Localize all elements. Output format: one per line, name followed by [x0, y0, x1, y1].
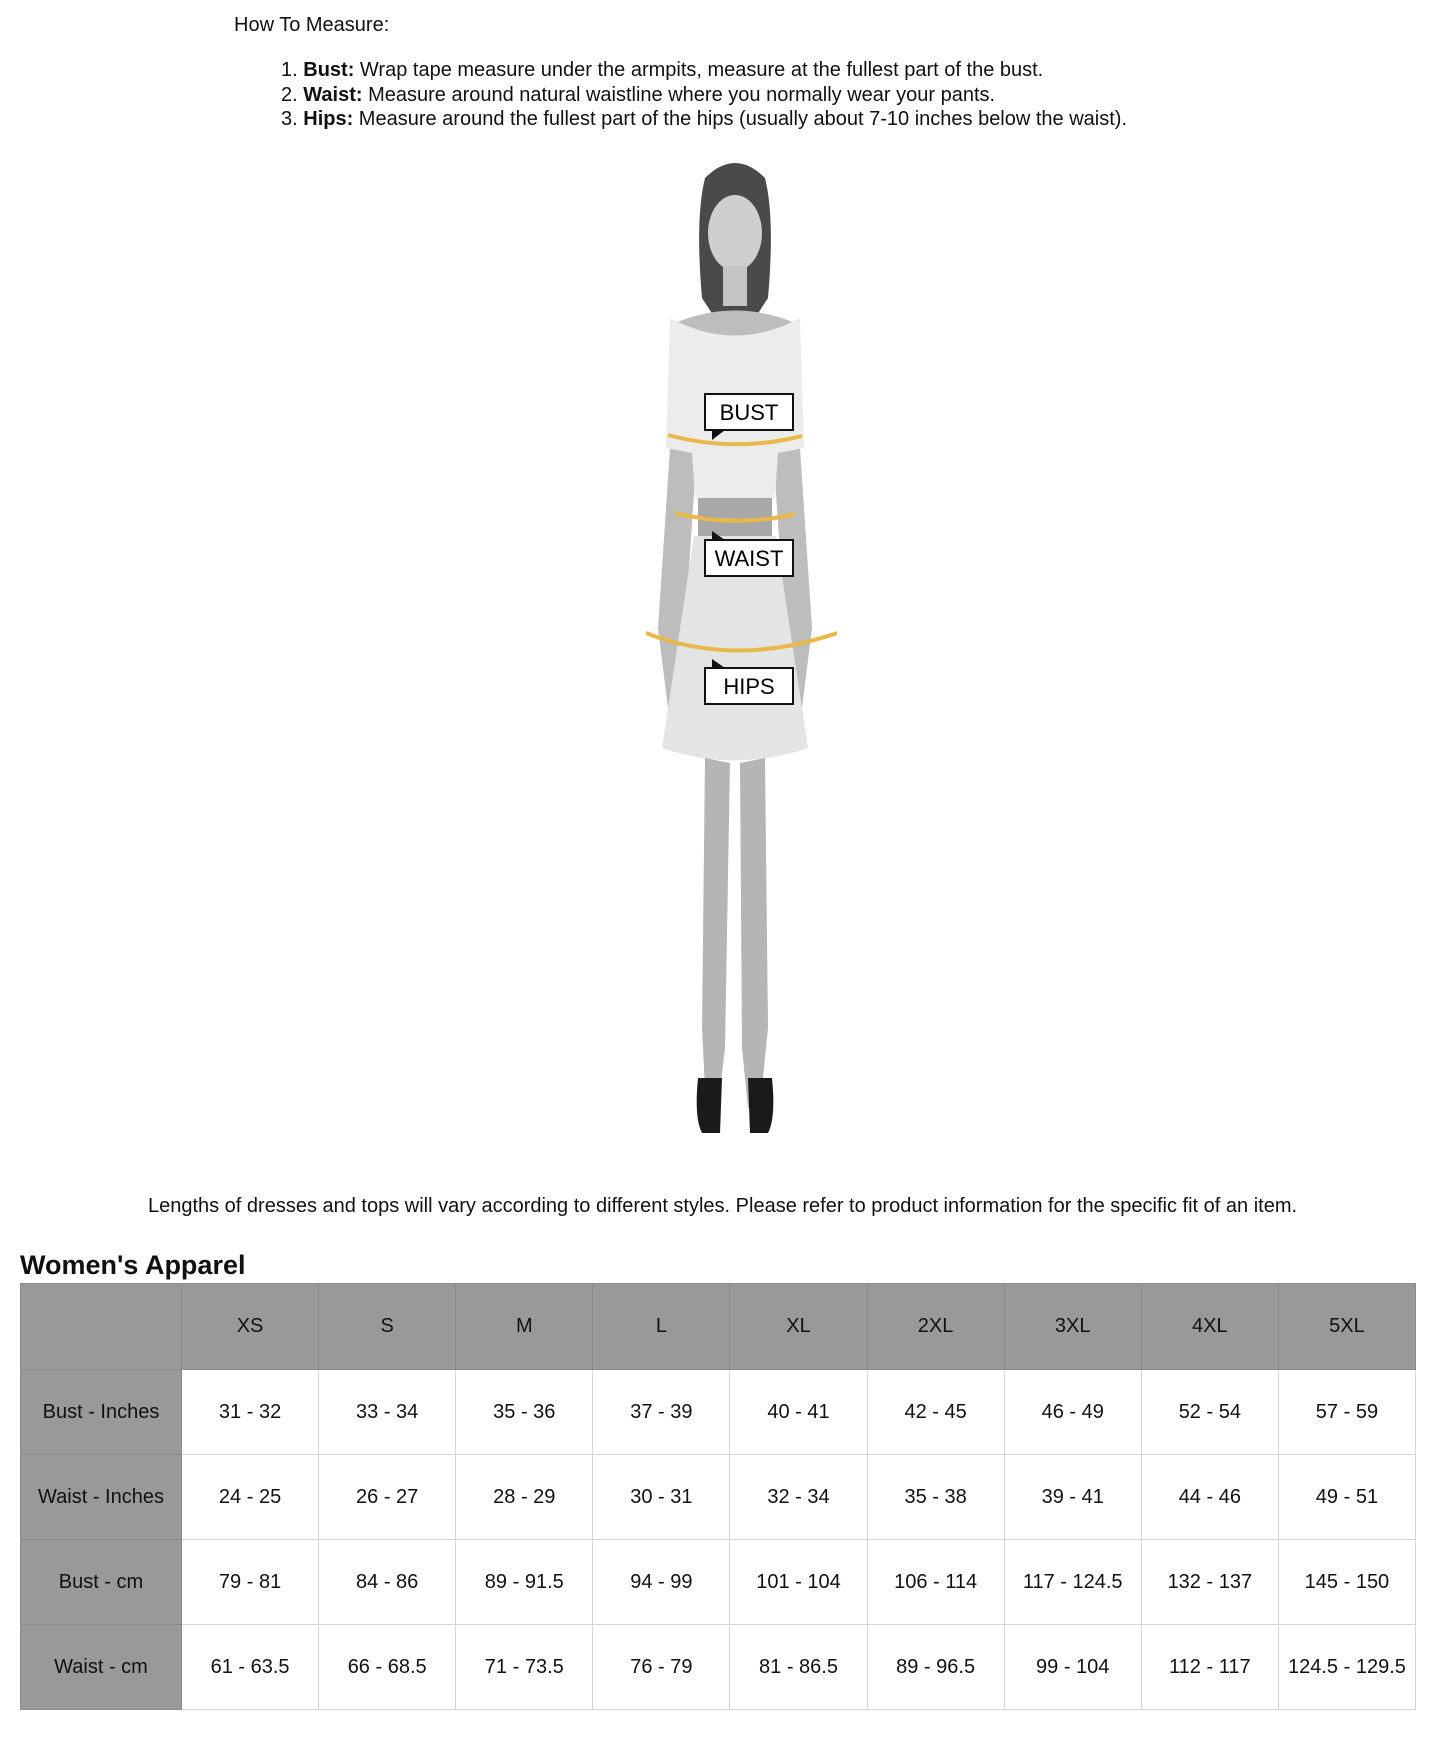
measurement-cell: 35 - 38 — [866, 1454, 1005, 1540]
measurement-cell: 71 - 73.5 — [455, 1624, 594, 1710]
how-to-measure-title: How To Measure: — [234, 14, 390, 36]
step-text: Wrap tape measure under the armpits, mea… — [354, 59, 1044, 81]
bust-tape-line — [667, 433, 803, 447]
waist-label-box: WAIST — [704, 531, 794, 577]
measurement-cell: 33 - 34 — [318, 1369, 457, 1455]
row-label: Bust - cm — [20, 1539, 182, 1625]
size-header-cell: 4XL — [1140, 1283, 1279, 1370]
bust-label: BUST — [720, 400, 779, 425]
measurement-cell: 39 - 41 — [1003, 1454, 1142, 1540]
model-silhouette — [658, 163, 812, 1133]
step-text: Measure around the fullest part of the h… — [353, 108, 1128, 130]
waist-label: WAIST — [715, 546, 784, 571]
measurement-cell: 76 - 79 — [592, 1624, 731, 1710]
step-number: 1. — [281, 59, 298, 81]
size-header-cell: M — [455, 1283, 594, 1370]
measurement-cell: 124.5 - 129.5 — [1277, 1624, 1417, 1710]
measurement-cell: 106 - 114 — [866, 1539, 1005, 1625]
measurement-cell: 81 - 86.5 — [729, 1624, 868, 1710]
row-label: Waist - Inches — [20, 1454, 182, 1540]
measurement-cell: 26 - 27 — [318, 1454, 457, 1540]
bust-label-box: BUST — [704, 393, 794, 440]
measurement-cell: 49 - 51 — [1277, 1454, 1417, 1540]
measurement-cell: 31 - 32 — [180, 1369, 320, 1455]
measurement-cell: 66 - 68.5 — [318, 1624, 457, 1710]
corner-header-cell — [20, 1283, 182, 1370]
hips-tape-line — [645, 631, 838, 653]
step-waist: 2. Waist: Measure around natural waistli… — [281, 83, 1127, 108]
size-header-cell: 5XL — [1277, 1283, 1417, 1370]
measurement-cell: 89 - 91.5 — [455, 1539, 594, 1625]
measurement-cell: 44 - 46 — [1140, 1454, 1279, 1540]
measurement-cell: 101 - 104 — [729, 1539, 868, 1625]
size-chart-table: XS S M L XL 2XL 3XL 4XL 5XL Bust - Inches 31 - 32… — [20, 1283, 1417, 1710]
length-disclaimer: Lengths of dresses and tops will vary ac… — [147, 1195, 1298, 1217]
size-header-cell: 2XL — [866, 1283, 1005, 1370]
measurement-cell: 84 - 86 — [318, 1539, 457, 1625]
step-hips: 3. Hips: Measure around the fullest part… — [281, 107, 1127, 132]
size-header-cell: L — [592, 1283, 731, 1370]
measurement-cell: 61 - 63.5 — [180, 1624, 320, 1710]
size-header-cell: XL — [729, 1283, 868, 1370]
measurement-cell: 57 - 59 — [1277, 1369, 1417, 1455]
measurement-cell: 132 - 137 — [1140, 1539, 1279, 1625]
size-chart-title: Women's Apparel — [20, 1250, 246, 1280]
measurement-cell: 42 - 45 — [866, 1369, 1005, 1455]
measurement-cell: 99 - 104 — [1003, 1624, 1142, 1710]
measure-steps: 1. Bust: Wrap tape measure under the arm… — [281, 58, 1127, 132]
size-header-cell: XS — [180, 1283, 320, 1370]
model-measurement-figure: BUST WAIST HIPS — [645, 163, 838, 1133]
step-text: Measure around natural waistline where y… — [362, 83, 996, 106]
step-label: Hips: — [303, 108, 354, 130]
waist-tape-line — [674, 511, 796, 523]
hips-label: HIPS — [723, 674, 774, 699]
step-number: 3. — [281, 108, 298, 130]
step-label: Bust: — [303, 59, 355, 81]
measurement-cell: 52 - 54 — [1140, 1369, 1279, 1455]
measurement-cell: 145 - 150 — [1277, 1539, 1417, 1625]
size-header-cell: 3XL — [1003, 1283, 1142, 1370]
measurement-cell: 89 - 96.5 — [866, 1624, 1005, 1710]
step-number: 2. — [281, 83, 298, 106]
row-label: Waist - cm — [20, 1624, 182, 1710]
row-label: Bust - Inches — [20, 1369, 182, 1455]
measurement-cell: 32 - 34 — [729, 1454, 868, 1540]
table-row: Bust - cm 79 - 81 84 - 86 89 - 91.5 94 - 99 1… — [20, 1539, 1417, 1625]
measurement-cell: 117 - 124.5 — [1003, 1539, 1142, 1625]
measurement-cell: 46 - 49 — [1003, 1369, 1142, 1455]
measurement-cell: 37 - 39 — [592, 1369, 731, 1455]
hips-label-box: HIPS — [704, 659, 794, 705]
table-row: Waist - cm 61 - 63.5 66 - 68.5 71 - 73.5 76 … — [20, 1624, 1417, 1710]
measurement-cell: 79 - 81 — [180, 1539, 320, 1625]
measurement-cell: 35 - 36 — [455, 1369, 594, 1455]
measurement-cell: 24 - 25 — [180, 1454, 320, 1540]
measurement-cell: 40 - 41 — [729, 1369, 868, 1455]
size-header-cell: S — [318, 1283, 457, 1370]
measurement-cell: 28 - 29 — [455, 1454, 594, 1540]
step-label: Waist: — [303, 83, 363, 106]
size-header-row: XS S M L XL 2XL 3XL 4XL 5XL — [20, 1283, 1417, 1370]
measurement-cell: 112 - 117 — [1140, 1624, 1279, 1710]
table-row: Bust - Inches 31 - 32 33 - 34 35 - 36 37 - 3… — [20, 1369, 1417, 1455]
measurement-cell: 30 - 31 — [592, 1454, 731, 1540]
measurement-cell: 94 - 99 — [592, 1539, 731, 1625]
step-bust: 1. Bust: Wrap tape measure under the arm… — [281, 58, 1127, 83]
table-row: Waist - Inches 24 - 25 26 - 27 28 - 29 30 - … — [20, 1454, 1417, 1540]
